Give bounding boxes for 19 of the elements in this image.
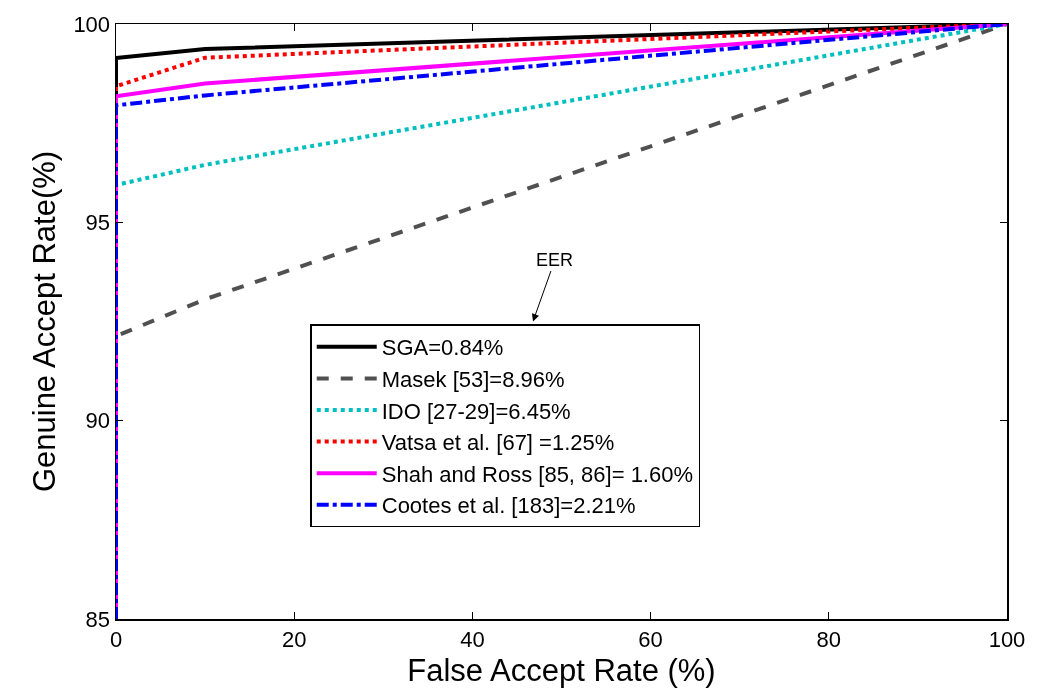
x-tick-label: 0 [109,626,123,652]
y-tick-label: 100 [73,11,111,37]
y-tick-label: 95 [85,210,111,236]
x-tick-label: 20 [281,626,307,652]
x-axis-title: False Accept Rate (%) [407,652,716,688]
x-tick-label: 60 [638,626,663,652]
legend-label: Masek [53]=8.96% [381,366,565,392]
x-tick-label: 80 [816,626,842,652]
y-axis-title: Genuine Accept Rate(%) [27,150,63,493]
legend-label: SGA=0.84% [381,335,504,361]
legend-label: Vatsa et al. [67] =1.25% [381,430,615,456]
annotation: EER [536,250,574,270]
x-tick-label: 100 [988,626,1026,652]
y-tick-label: 85 [85,606,111,632]
y-tick-label: 90 [85,408,111,434]
legend-label: Cootes et al. [183]=2.21% [381,493,636,519]
legend-label: Shah and Ross [85, 86]= 1.60% [381,461,694,487]
legend-label: IDO [27-29]=6.45% [381,398,571,424]
x-tick-label: 40 [460,626,485,652]
